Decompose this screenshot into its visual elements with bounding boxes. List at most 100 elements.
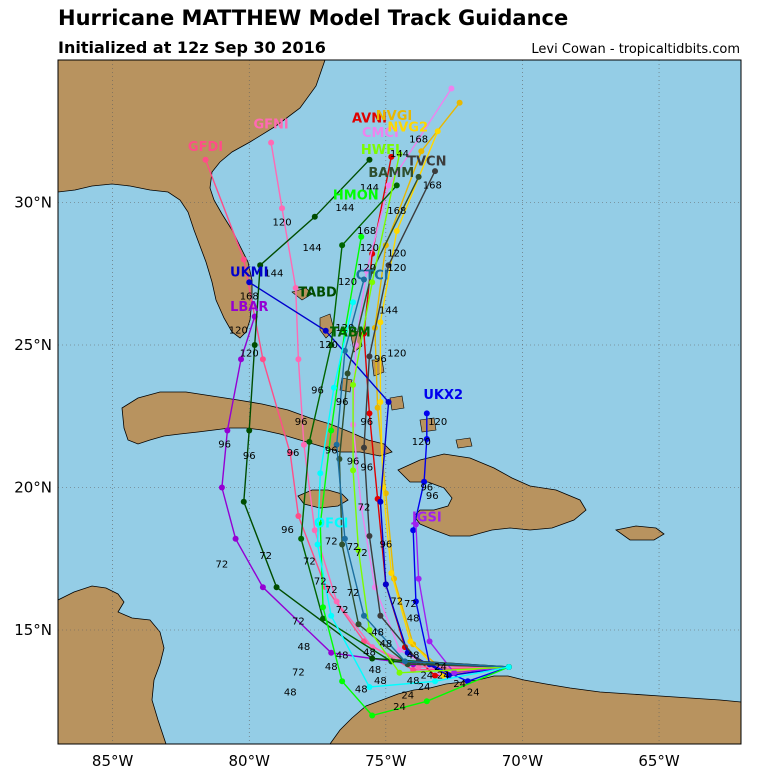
land-cuba (121, 391, 393, 457)
forecast-hour-label: 120 (387, 263, 406, 274)
track-point (385, 262, 392, 269)
forecast-hour-label: 96 (379, 539, 392, 550)
forecast-hour-label: 48 (369, 665, 382, 676)
track-point (292, 285, 299, 291)
track-point (366, 156, 373, 163)
forecast-hour-label: 96 (374, 354, 387, 365)
forecast-hour-label: 168 (240, 291, 259, 302)
forecast-hour-label: 168 (387, 206, 406, 217)
forecast-hour-label: 24 (420, 670, 433, 681)
track-line (270, 142, 509, 668)
track-point (377, 612, 384, 619)
forecast-hour-label: 24 (467, 688, 480, 699)
land-puerto-rico (615, 525, 665, 541)
track-hwfi (350, 151, 512, 676)
track-point (341, 347, 348, 354)
track-point (328, 342, 335, 348)
model-label-nvgi: NVGI (376, 109, 412, 124)
model-label-jgsi: JGSI (411, 511, 442, 526)
model-label-ukmi: UKMI (230, 266, 268, 281)
track-point (369, 712, 376, 719)
forecast-hour-label: 72 (292, 616, 305, 627)
map-frame (57, 59, 742, 745)
track-point (415, 664, 422, 671)
forecast-hour-label: 72 (292, 668, 305, 679)
latitude-ticks: 15°N 20°N 25°N 30°N (14, 194, 52, 640)
track-point (369, 655, 376, 662)
chart-title: Hurricane MATTHEW Model Track Guidance (58, 6, 569, 30)
track-point (412, 521, 419, 528)
track-point (240, 256, 247, 263)
track-point (358, 233, 365, 240)
model-label-ctci: CTCI (356, 268, 389, 283)
forecast-hour-label: 144 (264, 269, 283, 280)
forecast-hour-label: 96 (243, 451, 256, 462)
forecast-hour-label: 96 (281, 525, 294, 536)
forecast-hour-label: 72 (347, 542, 360, 553)
forecast-hour-label: 120 (387, 249, 406, 260)
track-point (259, 584, 266, 591)
forecast-hour-label: 168 (423, 180, 442, 191)
forecast-hour-label: 72 (347, 588, 360, 599)
forecast-hour-label: 96 (420, 482, 433, 493)
forecast-hour-label: 72 (314, 576, 327, 587)
track-point (451, 669, 458, 676)
track-point (415, 173, 422, 180)
model-label-lbar: LBAR (230, 300, 268, 315)
model-label-bamm: BAMM (368, 166, 414, 181)
track-point (366, 684, 373, 690)
forecast-hour-label: 96 (336, 397, 349, 408)
track-point (388, 570, 395, 576)
forecast-hour-label: 72 (325, 537, 338, 548)
forecast-hour-label: 96 (295, 417, 308, 428)
track-point (412, 598, 419, 605)
track-point (268, 139, 275, 146)
forecast-hour-label: 120 (357, 263, 376, 274)
track-point (388, 153, 395, 160)
track-point (418, 148, 425, 155)
track-point (232, 535, 239, 542)
track-point (404, 649, 411, 656)
track-point (410, 527, 417, 534)
forecast-hour-label: 96 (325, 445, 338, 456)
track-line (316, 302, 509, 688)
track-line (363, 170, 509, 668)
track-point (328, 649, 335, 656)
lat-tick-label: 30°N (14, 194, 52, 212)
track-point (350, 299, 357, 306)
land-hispaniola (397, 453, 587, 537)
track-point (401, 658, 408, 665)
forecast-hour-label: 48 (407, 651, 420, 662)
credit-text: Levi Cowan - tropicaltidbits.com (531, 42, 740, 57)
forecast-hour-label: 144 (335, 203, 354, 214)
forecast-hour-label: 120 (387, 348, 406, 359)
track-point (333, 441, 340, 448)
land-south-america (329, 675, 741, 744)
track-point (505, 664, 512, 671)
forecast-hour-label: 120 (272, 217, 291, 228)
track-point (311, 527, 318, 534)
forecast-hour-label: 24 (434, 662, 447, 673)
model-label-hwfi: HWFI (361, 143, 400, 158)
forecast-hour-label: 96 (311, 385, 324, 396)
track-point (344, 370, 351, 377)
track-point (377, 319, 384, 326)
lon-tick-label: 70°W (502, 752, 544, 768)
lon-tick-label: 85°W (92, 752, 134, 768)
track-point (393, 228, 400, 234)
forecast-hour-label: 120 (412, 437, 431, 448)
track-point (300, 441, 307, 448)
model-label-gfni: GFNI (253, 117, 288, 132)
forecast-hour-label: 72 (404, 599, 417, 610)
forecast-hour-label: 120 (319, 340, 338, 351)
track-point (366, 410, 373, 417)
track-point (369, 279, 376, 286)
forecast-hour-label: 72 (325, 585, 338, 596)
track-point (434, 128, 441, 135)
track-point (317, 470, 324, 477)
track-point (421, 478, 428, 485)
forecast-hour-label: 24 (393, 702, 406, 713)
model-label-tabd: TABD (298, 286, 337, 301)
track-point (341, 535, 348, 542)
